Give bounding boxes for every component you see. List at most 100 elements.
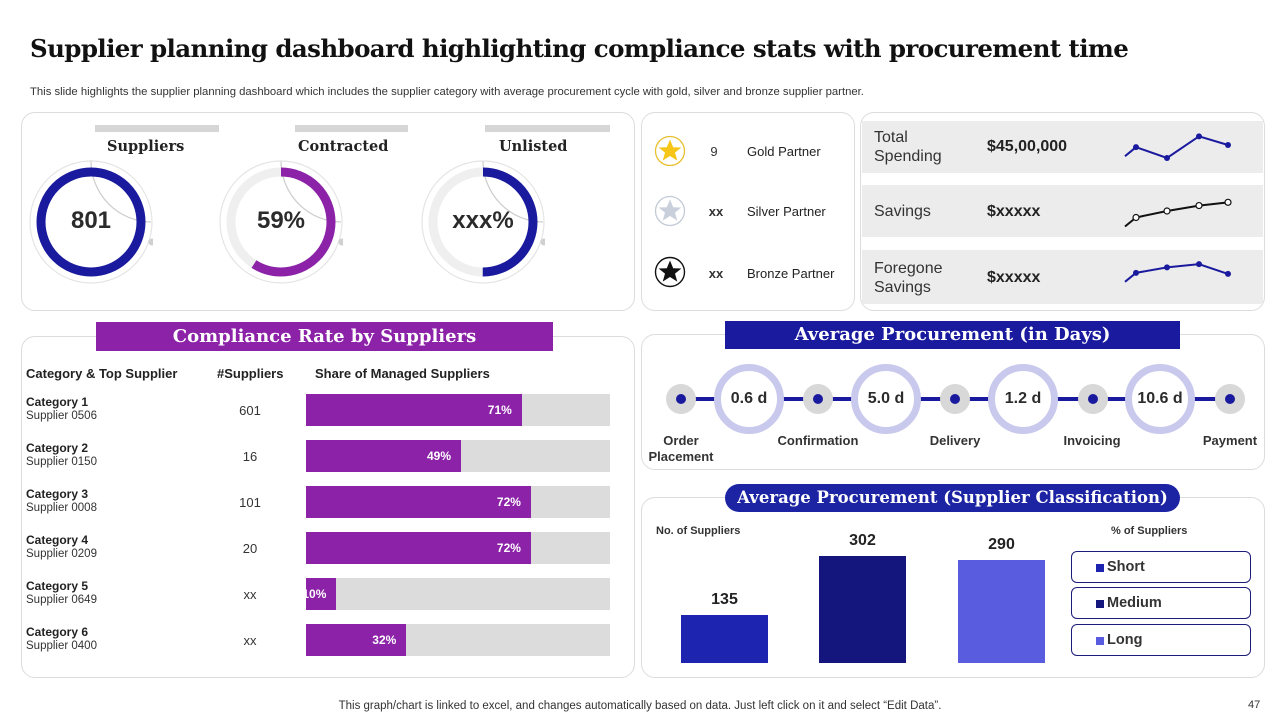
timeline-step-label: Order Placement [648, 433, 714, 464]
metric-row-foregone-savings [862, 250, 1263, 304]
partner-name-bronze: Bronze Partner [747, 266, 835, 281]
share-bar-label: 72% [496, 541, 521, 555]
timeline-duration: 10.6 d [1125, 364, 1195, 434]
share-bar-fill[interactable]: 72% [306, 486, 531, 518]
sparkline-point [1164, 264, 1170, 271]
footer-note: This graph/chart is linked to excel, and… [338, 700, 942, 712]
partner-name-silver: Silver Partner [747, 204, 826, 219]
chart-bar-long[interactable] [958, 560, 1045, 663]
gauge-arc [226, 167, 336, 277]
column-header-category: Category & Top Supplier [26, 366, 178, 381]
row-category: Category 3 [26, 487, 89, 501]
sparkline-point [1164, 155, 1170, 161]
metric-label: Savings [874, 203, 931, 220]
legend-item-short[interactable]: Short [1071, 551, 1251, 583]
gauge-arc [36, 167, 146, 277]
timeline-step-dot [803, 384, 833, 414]
chart-data-label: 135 [711, 591, 738, 609]
page-title: Supplier planning dashboard highlighting… [30, 34, 1129, 63]
row-supplier-count: 601 [239, 403, 261, 418]
legend-label: Long [1107, 632, 1143, 648]
gauge-outer-ring [29, 160, 153, 284]
sparkline-point [1133, 144, 1139, 151]
timeline-step-dot [1215, 384, 1245, 414]
timeline-step-label: Delivery [929, 433, 981, 448]
row-category: Category 2 [26, 441, 89, 455]
share-bar-fill[interactable]: 32% [306, 624, 407, 656]
sparkline-point [1195, 201, 1203, 210]
timeline-duration: 0.6 d [714, 364, 784, 434]
avg-days-banner: Average Procurement (in Days) [725, 321, 1180, 349]
timeline-duration: 1.2 d [988, 364, 1058, 434]
share-bar-track: 71% [306, 394, 610, 426]
column-header-suppliers: #Suppliers [217, 366, 284, 381]
timeline-step-label: Invoicing [1063, 433, 1121, 448]
partner-count-bronze: xx [708, 266, 724, 281]
gauge-unlisted [421, 160, 545, 284]
gauge-label-suppliers: Suppliers [107, 138, 185, 155]
gauge-label-contracted: Contracted [298, 138, 389, 155]
chart-bar-medium[interactable] [819, 556, 906, 663]
share-bar-label: 49% [427, 449, 452, 463]
row-supplier: Supplier 0649 [26, 594, 97, 606]
page-subtitle: This slide highlights the supplier plann… [30, 86, 864, 98]
metric-row-total-spending [862, 121, 1263, 173]
chart-bar-short[interactable] [681, 615, 768, 663]
share-bar-fill[interactable]: 49% [306, 440, 462, 472]
row-supplier-count: 20 [242, 541, 258, 556]
row-supplier-count: xx [243, 633, 257, 648]
legend-title: % of Suppliers [1111, 525, 1188, 537]
sparkline-foregone-savings [1124, 261, 1231, 283]
share-bar-track: 49% [306, 440, 610, 472]
metric-label: Foregone Savings [874, 260, 943, 296]
row-supplier: Supplier 0008 [26, 502, 97, 514]
share-bar-label: 32% [372, 633, 397, 647]
share-bar-track: 32% [306, 624, 610, 656]
row-category: Category 4 [26, 533, 89, 547]
metric-value: $xxxxx [987, 203, 1041, 220]
row-supplier-count: 101 [239, 495, 261, 510]
share-bar-track: 72% [306, 486, 610, 518]
row-supplier-count: 16 [242, 449, 258, 464]
row-supplier: Supplier 0209 [26, 548, 97, 560]
sparkline-point [1196, 261, 1202, 268]
metric-value: $45,00,000 [987, 138, 1068, 155]
row-supplier: Supplier 0506 [26, 410, 97, 422]
gauge-label-unlisted: Unlisted [499, 138, 568, 155]
row-category: Category 1 [26, 395, 89, 409]
gauge-suppliers [29, 160, 153, 284]
share-bar-fill[interactable]: 10% [302, 578, 337, 610]
black-star-icon [654, 256, 686, 288]
timeline-duration: 5.0 d [851, 364, 921, 434]
sparkline-point [1163, 207, 1171, 215]
sparkline-total-spending [1124, 133, 1231, 161]
share-bar-fill[interactable]: 72% [306, 532, 531, 564]
sparkline-path [1124, 201, 1229, 228]
share-bar-track: 10% [302, 578, 610, 610]
share-bar-label: 10% [302, 587, 327, 601]
legend-item-long[interactable]: Long [1071, 624, 1251, 656]
share-bar-fill[interactable]: 71% [306, 394, 522, 426]
gauge-value-unlisted: xxx% [452, 207, 514, 234]
chart-data-label: 290 [988, 536, 1015, 554]
timeline-step-dot [1078, 384, 1108, 414]
timeline-step-dot [666, 384, 696, 414]
row-supplier: Supplier 0400 [26, 640, 97, 652]
partner-count-gold: 9 [710, 144, 718, 159]
sparkline-savings [1124, 198, 1232, 228]
column-header-share: Share of Managed Suppliers [315, 366, 490, 381]
legend-swatch [1096, 600, 1104, 608]
classification-banner: Average Procurement (Supplier Classifica… [725, 484, 1180, 512]
row-supplier: Supplier 0150 [26, 456, 97, 468]
chart-data-label: 302 [849, 532, 876, 549]
gauge-tab-decoration [485, 125, 610, 132]
metric-label: Total Spending [874, 129, 942, 165]
legend-swatch [1096, 564, 1104, 572]
silver-star-icon [654, 195, 686, 227]
gauge-value-contracted: 59% [256, 207, 306, 234]
legend-item-medium[interactable]: Medium [1071, 587, 1251, 619]
gauge-value-suppliers: 801 [70, 207, 112, 234]
sparkline-path [1124, 135, 1229, 160]
gauge-arc [428, 167, 538, 277]
share-bar-label: 71% [487, 403, 512, 417]
